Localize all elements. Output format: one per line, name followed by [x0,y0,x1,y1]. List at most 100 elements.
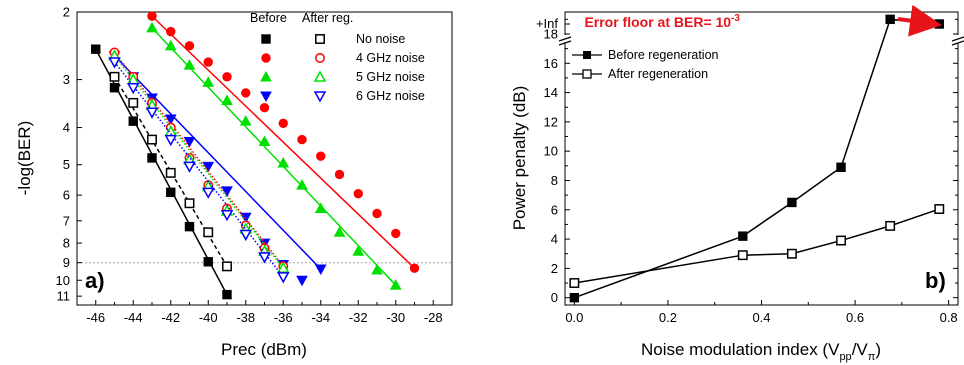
series-after-6-ghz-noise [108,57,290,284]
y-axis-break [558,35,964,46]
data-point [183,59,196,70]
data-point [277,157,290,168]
y-tick-label: 2 [63,5,70,20]
x-tick-label: 0.0 [565,310,583,325]
data-point [241,88,251,98]
data-point [184,198,195,209]
data-point [569,292,580,303]
legend-marker-after [313,91,327,103]
data-point [222,261,232,272]
legend-label-after-regeneration: After regeneration [608,67,708,81]
data-point [221,186,233,197]
data-point [737,250,748,261]
error-floor-exponent: -3 [731,13,740,24]
svg-text:Error floor at BER= 10-3: Error floor at BER= 10-3 [584,13,740,30]
data-point [934,19,944,29]
data-point [164,114,177,126]
data-point [108,57,121,69]
penalty-y-axis-label: Power penalty (dB) [510,86,529,231]
data-point [222,289,232,300]
data-point [183,137,196,148]
data-point [934,204,945,214]
y-tick-label: 10 [56,273,70,288]
data-point [391,228,401,239]
data-point [276,272,290,284]
data-point [203,227,214,238]
data-point [314,202,327,213]
data-point [91,44,101,54]
data-point [166,187,176,198]
y-tick-label: 6 [63,188,70,203]
legend-header-after: After reg. [302,11,353,25]
data-point [372,208,382,219]
x-tick-label: -36 [274,310,293,325]
legend-label: No noise [356,32,405,46]
data-point [164,39,177,51]
ber-y-axis-label: -log(BER) [15,121,34,196]
data-point [109,83,120,93]
y-tick-label: 3 [63,72,70,87]
data-point [126,82,140,95]
data-point [259,102,270,113]
data-point [885,220,896,231]
legend-marker-after-regeneration [582,69,592,79]
penalty-x-axis-label: Noise modulation index (Vpp/Vπ) [641,340,881,363]
data-point [147,11,157,21]
data-point [239,229,253,242]
y-tick-label: 7 [63,213,70,228]
legend-marker-after [315,53,325,63]
y-tick-label: 14 [544,85,558,100]
y-tick-label: 0 [551,290,558,305]
data-point [221,94,233,105]
data-point [147,134,157,145]
y-tick-label: 8 [551,173,558,188]
y-tick-label: 10 [544,144,558,159]
penalty-plot-frame [564,11,959,306]
series-line [574,208,940,284]
error-floor-annotation: Error floor at BER= 10-3 [584,4,942,37]
data-point [316,151,326,161]
series-before-4-ghz-noise [147,11,420,273]
x-tick-label: -44 [124,310,143,325]
data-point [239,115,252,126]
fit-line [151,27,397,286]
data-point [164,134,178,147]
y-tick-label: 9 [63,255,70,270]
panel-label-a: a) [85,268,105,293]
data-point [787,197,797,208]
fit-line [113,61,284,278]
data-point [146,21,158,33]
data-point [333,226,346,237]
data-point [203,57,213,67]
data-point [202,161,215,173]
data-point [353,189,363,199]
data-point [334,169,345,180]
x-tick-label: 0.2 [659,310,677,325]
legend-header-before: Before [250,11,287,25]
legend-marker-before [261,53,271,63]
y-tick-label: 16 [544,56,558,71]
ber-legend: Before After reg. No noise 4 GHz noise 5 G… [250,11,425,103]
fit-line [151,15,416,269]
legend-label: 5 GHz noise [356,70,425,84]
series-after-no-noise [109,71,232,272]
series-before-5-ghz-noise [146,21,402,290]
x-tick-label: -28 [424,310,443,325]
data-point [109,71,120,82]
y-tick-label: 6 [551,202,558,217]
error-floor-arrow [897,4,942,37]
y-tick-label: 11 [57,289,71,304]
data-point [297,134,307,145]
y-tick-label: 18 [544,26,558,41]
legend-marker-before [260,70,272,82]
data-point [296,179,308,190]
legend-label: 6 GHz noise [356,89,425,103]
data-point [314,264,327,276]
legend-marker-after [315,34,325,44]
x-tick-label: -40 [199,310,218,325]
legend-marker-before [260,91,272,103]
y-tick-label: 4 [551,232,558,247]
data-point [258,252,271,264]
data-point [201,187,215,199]
